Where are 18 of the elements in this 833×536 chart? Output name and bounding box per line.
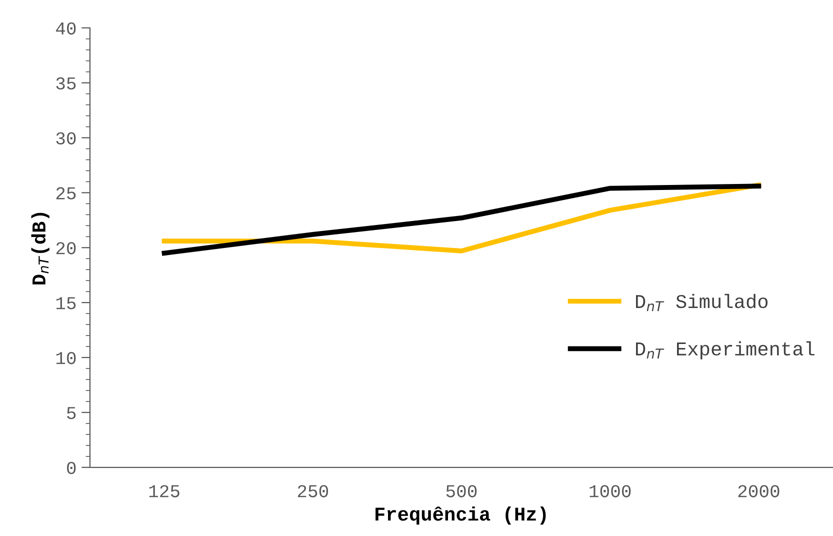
y-tick-label: 25 [56,187,76,200]
y-tick-label: 5 [67,407,76,420]
x-tick-label: 250 [298,485,328,498]
x-tick-label: 1000 [590,485,631,498]
y-axis-title: D$_{nT}$(dB) [31,212,50,284]
y-tick-label: 20 [56,242,76,254]
x-tick-label: 125 [149,485,180,498]
y-tick-label: 35 [56,77,76,90]
x-tick-label: 500 [446,485,477,498]
y-tick-label: 0 [67,462,76,474]
x-axis-title: Frequência (Hz) [376,506,546,525]
legend-label: D$_{nT}$ Experimental [636,341,814,360]
y-tick-label: 10 [56,352,76,364]
y-tick-label: 40 [56,22,76,35]
legend-label: D$_{nT}$ Simulado [636,294,768,312]
x-tick-label: 2000 [738,485,780,498]
y-tick-label: 30 [56,132,76,144]
y-tick-label: 15 [56,297,76,310]
